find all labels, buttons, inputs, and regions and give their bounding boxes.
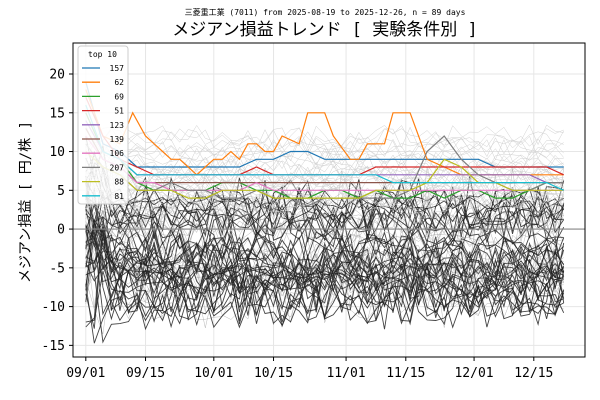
background-series-line bbox=[85, 165, 564, 230]
background-series-line bbox=[85, 221, 564, 291]
legend-layer: top 10 157 62 69 51 123 139 106 207 88 81 bbox=[77, 45, 129, 205]
background-series-line bbox=[85, 216, 564, 322]
background-series-line bbox=[85, 270, 565, 323]
legend-box bbox=[77, 45, 129, 205]
background-series-line bbox=[85, 151, 564, 176]
background-series-line bbox=[85, 124, 564, 149]
legend-label-69: 69 bbox=[114, 92, 124, 101]
y-tick-label: 5 bbox=[57, 184, 65, 199]
legend-label-106: 106 bbox=[110, 149, 125, 158]
series-layer bbox=[85, 81, 564, 207]
background-lines bbox=[85, 124, 565, 344]
legend-label-62: 62 bbox=[114, 78, 124, 87]
background-series-line bbox=[85, 125, 564, 149]
y-tick-label: -10 bbox=[42, 300, 65, 315]
y-tick-label: 10 bbox=[49, 145, 65, 160]
background-series-line bbox=[85, 128, 564, 151]
y-axis-label: メジアン損益 [ 円/株 ] bbox=[18, 121, 34, 283]
legend-label-157: 157 bbox=[110, 64, 125, 73]
series-line-157 bbox=[85, 81, 564, 168]
plot-frame bbox=[72, 42, 586, 358]
background-series-line bbox=[85, 151, 564, 207]
ticks-layer: -15 -10 -5 0 5 10 15 20 09/01 09/15 10/01 10/15 11/0… bbox=[42, 68, 554, 381]
series-line-81 bbox=[85, 104, 564, 191]
background-series-line bbox=[85, 228, 565, 316]
background-series-line bbox=[85, 211, 564, 256]
background-series-line bbox=[85, 135, 564, 160]
y-tick-label: 15 bbox=[49, 106, 65, 121]
y-tick-label: 0 bbox=[57, 223, 65, 238]
legend-label-207: 207 bbox=[110, 163, 125, 172]
x-tick-label: 09/01 bbox=[66, 366, 105, 381]
background-series-line bbox=[85, 197, 564, 222]
y-tick-label: 20 bbox=[49, 68, 65, 83]
background-series-line bbox=[85, 196, 565, 275]
background-series-line bbox=[85, 176, 564, 201]
background-series-line bbox=[85, 251, 564, 304]
background-series-line bbox=[85, 151, 564, 221]
y-tick-label: -15 bbox=[42, 339, 65, 354]
background-series-line bbox=[85, 162, 564, 243]
background-series-line bbox=[85, 183, 564, 208]
chart-title: メジアン損益トレンド [ 実験条件別 ] bbox=[172, 20, 478, 40]
background-series-line bbox=[85, 185, 564, 210]
x-tick-label: 12/01 bbox=[454, 366, 493, 381]
background-series-line bbox=[85, 190, 564, 215]
background-series-line bbox=[85, 170, 564, 195]
background-series-line bbox=[85, 157, 564, 182]
y-tick-label: -5 bbox=[49, 261, 65, 276]
x-tick-label: 10/15 bbox=[254, 366, 293, 381]
background-series-line bbox=[85, 186, 565, 243]
background-series-line bbox=[85, 245, 564, 304]
background-series-line bbox=[85, 152, 564, 177]
legend-label-81: 81 bbox=[114, 192, 124, 201]
x-tick-label: 11/15 bbox=[386, 366, 425, 381]
x-tick-label: 11/01 bbox=[326, 366, 365, 381]
x-tick-label: 12/15 bbox=[514, 366, 553, 381]
background-series-line bbox=[85, 210, 564, 270]
series-line-106 bbox=[85, 135, 564, 191]
background-series-line bbox=[85, 208, 564, 280]
background-series-line bbox=[85, 226, 564, 293]
legend-label-51: 51 bbox=[114, 107, 124, 116]
series-line-62 bbox=[85, 89, 564, 176]
legend-title: top 10 bbox=[88, 50, 117, 59]
background-series-line bbox=[85, 194, 564, 245]
legend-label-123: 123 bbox=[110, 121, 125, 130]
background-series-line bbox=[85, 139, 564, 163]
x-tick-label: 09/15 bbox=[126, 366, 165, 381]
x-tick-label: 10/01 bbox=[194, 366, 233, 381]
background-series-line bbox=[85, 172, 564, 236]
background-series-line bbox=[85, 165, 564, 190]
background-series-line bbox=[85, 146, 564, 171]
background-series-line bbox=[85, 163, 564, 187]
background-series-line bbox=[85, 219, 565, 301]
legend-label-139: 139 bbox=[110, 135, 125, 144]
legend-label-88: 88 bbox=[114, 178, 124, 187]
chart-subtitle: 三菱重工業 (7011) from 2025-08-19 to 2025-12-… bbox=[185, 7, 466, 17]
background-series-line bbox=[85, 194, 565, 270]
background-series-line bbox=[85, 222, 564, 317]
